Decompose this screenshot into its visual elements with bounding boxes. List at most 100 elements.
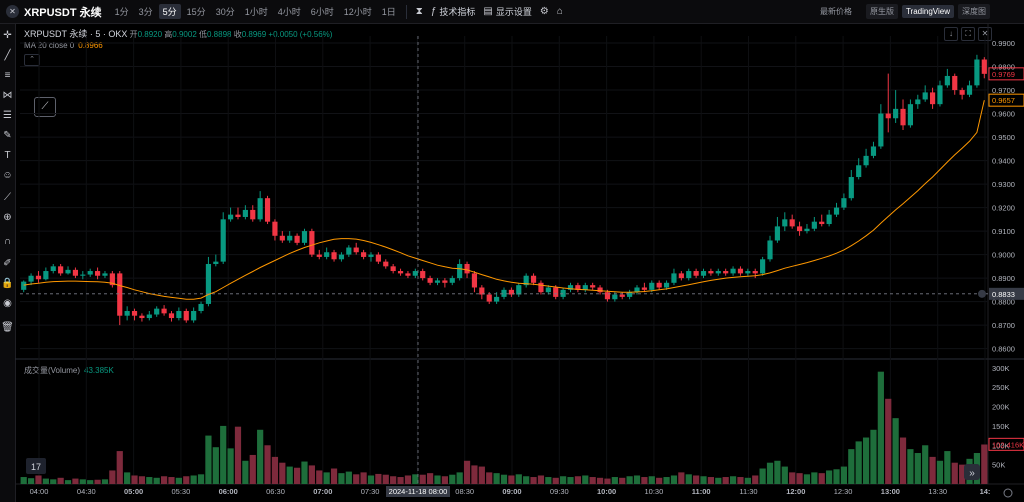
volume-bar [700,476,707,484]
selected-drawing-tool[interactable]: ⟋ [34,97,56,117]
volume-bar [619,477,626,484]
volume-bar [523,476,530,484]
top-toolbar: ✕ XRPUSDT 永续 1分 3分 5分 15分 30分 1小时 4小时 6小时 12小时 1日… [0,0,1024,24]
template-button[interactable]: ⌂ [553,6,567,17]
volume-bar [42,478,49,484]
view-native-button[interactable]: 原生版 [865,4,898,19]
indicators-button[interactable]: ƒ 技术指标 [427,5,480,18]
interval-tab[interactable]: 1小时 [244,7,268,17]
interval-tab[interactable]: 3分 [138,7,153,17]
lock-icon[interactable]: 🔒 [1,278,14,289]
emoji-icon[interactable]: ☺ [2,170,13,181]
ma-legend[interactable]: MA 20 close 0 0.8966 [24,41,103,50]
volume-tick-label: 100K [992,441,1010,450]
interval-tab[interactable]: 4小时 [277,7,301,17]
interval-tab[interactable]: 5分 [158,4,181,19]
trash-icon[interactable]: 🗑 [1,322,14,333]
interval-tab[interactable]: 1分 [114,7,129,17]
candle-body [782,219,788,227]
interval-tab[interactable]: 15分 [186,7,206,17]
text-icon[interactable]: T [4,150,11,161]
candle-body [220,219,226,262]
price-type-select[interactable]: 最新价格 [819,7,852,16]
volume-bar [197,474,205,484]
candle-body [929,92,936,105]
volume-bar [271,456,279,484]
crosshair-price-box [989,287,1024,300]
volume-legend[interactable]: 成交量(Volume) 43.385K [24,365,114,376]
pitchfork-icon[interactable]: ⋈ [2,90,13,101]
candle-body [43,271,49,280]
trend-line-icon[interactable]: ╱ [4,50,11,61]
volume-bar [500,474,508,484]
maximize-icon[interactable]: ⛶ [961,27,975,41]
volume-bar [574,476,581,484]
view-tradingview-button[interactable]: TradingView [901,5,954,18]
price-tick-label: 0.9600 [992,110,1015,119]
ma-line [23,100,985,300]
brush-icon[interactable]: ✎ [3,130,12,141]
volume-bar [404,475,412,484]
candle-body [530,275,537,283]
time-axis-settings-icon[interactable] [1003,488,1013,498]
time-tick-label: 07:30 [361,487,380,496]
volume-bar [301,461,308,484]
candle-body [264,198,271,222]
candle-body [139,315,145,319]
volume-legend-value: 43.385K [84,366,114,375]
settings-button[interactable]: ⚙ [536,6,553,17]
horizontal-lines-icon[interactable]: ≡ [4,70,11,81]
view-depth-button[interactable]: 深度图 [958,4,990,19]
lock-drawing-icon[interactable]: ✐ [3,258,12,269]
fib-icon[interactable]: ☰ [3,110,12,121]
price-tick-label: 0.8800 [992,298,1015,307]
candle-body [700,271,707,276]
candle-body [102,273,108,276]
candle-body [752,271,758,274]
candle-body [191,310,197,321]
add-alert-icon[interactable] [978,289,986,298]
volume-bar [478,466,485,484]
scroll-to-realtime-button[interactable] [964,464,980,480]
tradingview-logo-icon[interactable] [26,458,46,474]
candle-body [508,289,514,295]
time-tick-label: 12:30 [834,487,853,496]
interval-tab[interactable]: 12小时 [343,7,372,17]
move-down-icon[interactable]: ↓ [944,27,958,41]
ruler-icon[interactable]: ⟋ [4,192,11,203]
interval-tab[interactable]: 1日 [381,7,396,17]
zoom-icon[interactable]: ⊕ [3,212,12,223]
candle-body [944,75,950,86]
eye-icon[interactable]: ◉ [3,298,12,309]
symbol-selector[interactable]: ✕ XRPUSDT 永续 [0,4,110,20]
candle-body [833,207,840,215]
candle-body [331,252,337,260]
chart-type-button[interactable]: ⧗ [412,6,427,17]
display-settings-button[interactable]: ▤ 显示设置 [479,5,535,18]
magnet-icon[interactable]: ∩ [3,236,12,247]
candle-body [183,310,189,321]
volume-bar [811,472,818,484]
interval-tab[interactable]: 30分 [215,7,235,17]
crosshair-price-label: 0.8833 [992,290,1015,299]
volume-tick-label: 50K [992,461,1005,470]
volume-bar [456,472,463,484]
candle-body [737,268,744,274]
volume-bar [35,475,42,484]
price-tick-label: 0.9500 [992,133,1015,142]
volume-bar [375,473,382,484]
candle-body [678,273,684,279]
volume-bar [323,472,330,484]
candle-body [412,271,418,276]
interval-tab[interactable]: 6小时 [310,7,334,17]
candle-body [279,235,285,241]
volume-bar [670,475,678,484]
volume-bar [79,479,86,484]
candle-body [154,308,160,315]
crosshair-icon[interactable]: ✛ [3,30,12,41]
candle-body [368,254,374,257]
candle-body [767,240,773,260]
display-icon: ▤ [483,6,493,17]
candle-body [471,273,478,288]
